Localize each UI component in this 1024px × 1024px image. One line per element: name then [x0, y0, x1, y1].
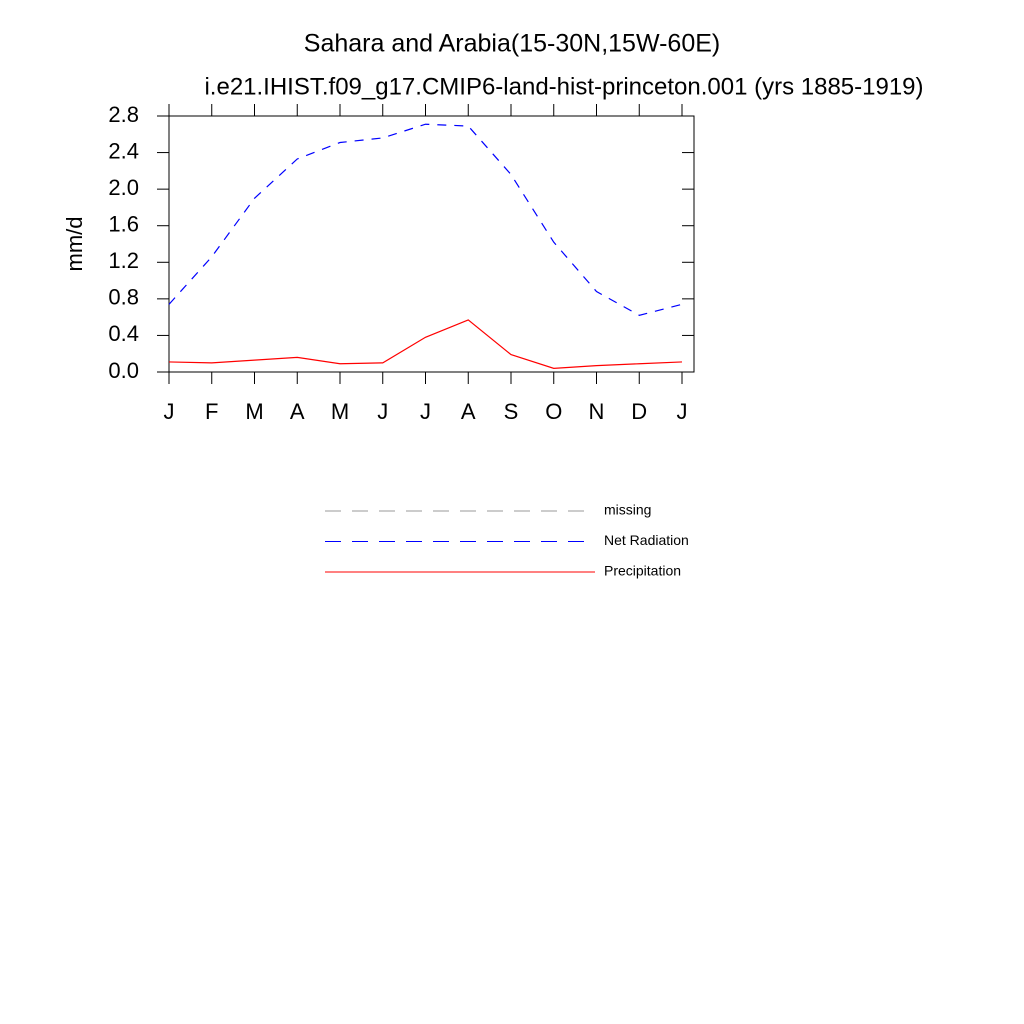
x-tick-label: J [677, 399, 688, 424]
y-tick-label: 0.0 [108, 358, 139, 383]
legend-label: Precipitation [604, 563, 681, 579]
x-tick-label: M [331, 399, 349, 424]
y-tick-label: 1.2 [108, 248, 139, 273]
y-tick-label: 0.4 [108, 321, 139, 346]
x-tick-label: N [589, 399, 605, 424]
x-tick-label: J [164, 399, 175, 424]
y-axis-label: mm/d [62, 217, 87, 272]
x-tick-label: J [377, 399, 388, 424]
y-tick-label: 1.6 [108, 212, 139, 237]
x-tick-label: F [205, 399, 218, 424]
data-line [168, 123, 683, 316]
x-tick-label: D [631, 399, 647, 424]
y-tick-label: 0.8 [108, 285, 139, 310]
chart-title: Sahara and Arabia(15-30N,15W-60E) [304, 30, 720, 58]
plot-frame [168, 115, 695, 373]
y-tick-label: 2.4 [108, 138, 139, 163]
x-tick-label: A [461, 399, 476, 424]
x-tick-label: A [290, 399, 305, 424]
x-tick-label: J [420, 399, 431, 424]
legend-label: Net Radiation [604, 532, 689, 548]
y-tick-label: 2.0 [108, 175, 139, 200]
x-tick-label: O [545, 399, 562, 424]
chart-subtitle: i.e21.IHIST.f09_g17.CMIP6-land-hist-prin… [204, 73, 923, 100]
y-tick-label: 2.8 [108, 102, 139, 127]
x-tick-label: M [245, 399, 263, 424]
x-tick-label: S [504, 399, 519, 424]
data-line [168, 319, 683, 369]
legend-label: missing [604, 502, 651, 518]
